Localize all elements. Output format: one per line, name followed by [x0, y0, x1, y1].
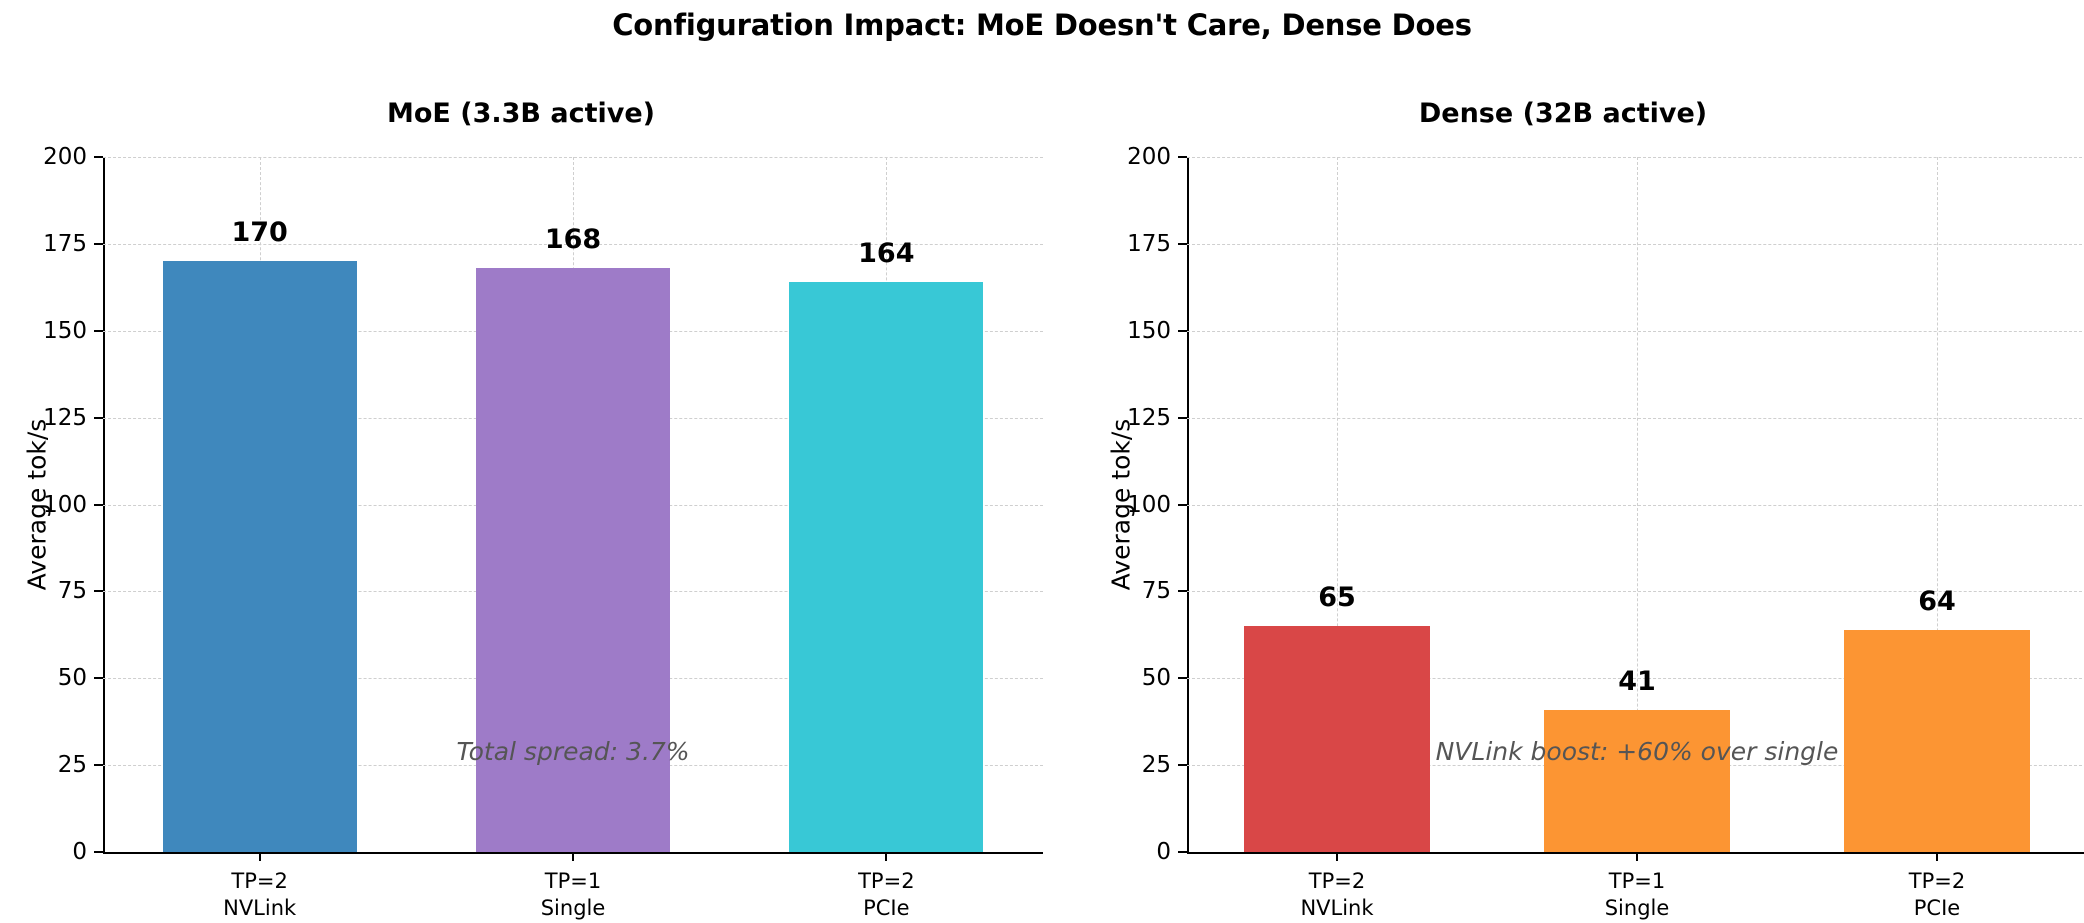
y-axis-tick-moe: 25: [58, 752, 103, 778]
y-axis-tick-label: 25: [1141, 752, 1171, 779]
gridline-vertical: [1337, 157, 1338, 852]
gridline-horizontal: [1187, 504, 2084, 506]
x-axis-spine-dense: [1187, 852, 2084, 854]
y-axis-tick-mark: [1178, 242, 1187, 245]
gridline-horizontal: [1187, 591, 2084, 593]
bar-value-label: 164: [858, 238, 915, 270]
y-axis-tick-label: 75: [57, 578, 87, 605]
x-axis-tick-label: TP=2 PCIe: [858, 869, 915, 920]
subplot-dense: Dense (32B active) Average tok/s 0 25 50 75…: [1042, 0, 2084, 923]
y-axis-tick-label: 0: [1156, 839, 1171, 865]
y-axis-tick-mark: [1178, 590, 1187, 593]
y-axis-tick-mark: [1178, 851, 1187, 853]
x-axis-tick-mark: [258, 852, 261, 861]
y-axis-tick-label: 150: [1127, 317, 1171, 344]
x-axis-tick-label: TP=1 Single: [1604, 869, 1670, 920]
y-axis-tick-moe: 175: [43, 231, 103, 257]
y-axis-tick-dense: 200: [1127, 144, 1187, 170]
y-axis-tick-dense: 50: [1142, 665, 1187, 691]
gridline-horizontal: [1187, 678, 2084, 680]
y-axis-tick-label: 50: [57, 665, 87, 692]
y-axis-tick-dense: 125: [1127, 405, 1187, 431]
gridline-horizontal: [1187, 417, 2084, 419]
subplot-title-dense: Dense (32B active): [1418, 98, 1708, 129]
y-axis-tick-label: 0: [72, 839, 87, 865]
y-axis-tick-mark: [1178, 764, 1187, 767]
y-axis-tick-mark: [1178, 503, 1187, 506]
y-axis-tick-label: 175: [43, 230, 87, 257]
plot-area-dense: 0 25 50 75 100 125 150 175 200 65 TP=2 NVLink 41 TP=…: [1127, 144, 2084, 920]
y-axis-tick-mark: [1178, 329, 1187, 332]
y-axis-tick-label: 75: [1141, 578, 1171, 605]
x-axis-tick-label: TP=2 NVLink: [1300, 869, 1374, 920]
bar-moe-1[interactable]: [475, 268, 671, 852]
figure-suptitle: Configuration Impact: MoE Doesn't Care, …: [612, 8, 1472, 42]
y-axis-tick-dense: 175: [1127, 231, 1187, 257]
bar-dense-2[interactable]: [1844, 629, 2030, 852]
x-axis-tick-mark: [1636, 852, 1638, 861]
subplot-moe: MoE (3.3B active) Average tok/s 0 25 50 75 1…: [23, 98, 1043, 920]
y-axis-tick-dense: 0: [1156, 839, 1187, 865]
bar-moe-2[interactable]: [789, 282, 984, 852]
y-axis-tick-label: 100: [43, 491, 87, 518]
x-axis-tick-mark: [1336, 852, 1338, 861]
y-axis-tick-label: 125: [1127, 404, 1171, 431]
y-axis-tick-label: 25: [57, 752, 87, 779]
y-axis-tick-label: 175: [1127, 230, 1171, 257]
y-axis-tick-mark: [1178, 156, 1187, 158]
y-axis-tick-label: 100: [1127, 491, 1171, 518]
gridline-horizontal: [1187, 243, 2084, 245]
bar-value-label: 65: [1318, 582, 1356, 614]
y-axis-tick-moe: 100: [43, 492, 103, 518]
y-axis-tick-label: 200: [1127, 144, 1171, 170]
gridline-horizontal: [1187, 330, 2084, 332]
x-axis-tick-label: TP=2 NVLink: [223, 869, 297, 920]
y-axis-tick-dense: 25: [1142, 752, 1187, 778]
bar-value-label: 41: [1618, 665, 1656, 697]
y-axis-tick-mark: [1178, 677, 1187, 680]
y-axis-tick-mark: [94, 329, 103, 332]
x-axis-tick-mark: [572, 852, 574, 861]
x-axis-tick-label: TP=1 Single: [540, 869, 606, 920]
chart-annotation-moe: Total spread: 3.7%: [456, 736, 690, 766]
y-axis-tick-mark: [94, 416, 103, 419]
y-axis-tick-mark: [94, 851, 103, 853]
y-axis-tick-moe: 125: [43, 405, 103, 431]
y-axis-tick-mark: [94, 503, 103, 506]
y-axis-tick-dense: 100: [1127, 492, 1187, 518]
y-axis-tick-moe: 50: [58, 665, 103, 691]
y-axis-tick-mark: [94, 590, 103, 593]
gridline-vertical: [1637, 157, 1638, 852]
y-axis-tick-moe: 200: [43, 144, 103, 170]
y-axis-tick-mark: [94, 764, 103, 767]
y-axis-tick-moe: 0: [72, 839, 103, 865]
chart-annotation-dense: NVLink boost: +60% over single: [1435, 736, 1839, 766]
y-axis-tick-moe: 150: [43, 318, 103, 344]
bar-dense-1[interactable]: [1544, 709, 1730, 852]
y-axis-tick-mark: [94, 677, 103, 680]
y-axis-tick-dense: 150: [1127, 318, 1187, 344]
bar-moe-0[interactable]: [162, 261, 357, 852]
bar-value-label: 170: [231, 217, 288, 249]
gridline-vertical: [1937, 157, 1938, 852]
y-axis-tick-label: 125: [43, 404, 87, 431]
y-axis-tick-label: 50: [1141, 665, 1171, 692]
x-axis-tick-mark: [885, 852, 888, 861]
y-axis-tick-label: 150: [43, 317, 87, 344]
plot-area-moe: 0 25 50 75 100 125 150 175 200 170 TP=2 NVLink 168 T…: [43, 144, 1043, 920]
y-axis-tick-mark: [1178, 416, 1187, 419]
y-axis-tick-label: 200: [43, 144, 87, 170]
bar-dense-0[interactable]: [1244, 626, 1430, 852]
bar-value-label: 168: [544, 224, 602, 256]
y-axis-tick-mark: [94, 242, 103, 245]
bar-value-label: 64: [1918, 585, 1956, 617]
subplot-title-moe: MoE (3.3B active): [386, 98, 656, 129]
x-axis-tick-mark: [1936, 852, 1938, 861]
x-axis-tick-label: TP=2 PCIe: [1908, 869, 1966, 920]
y-axis-tick-dense: 75: [1142, 578, 1187, 604]
gridline-horizontal: [1187, 157, 2084, 158]
y-axis-tick-moe: 75: [58, 578, 103, 604]
y-axis-tick-mark: [94, 156, 103, 158]
